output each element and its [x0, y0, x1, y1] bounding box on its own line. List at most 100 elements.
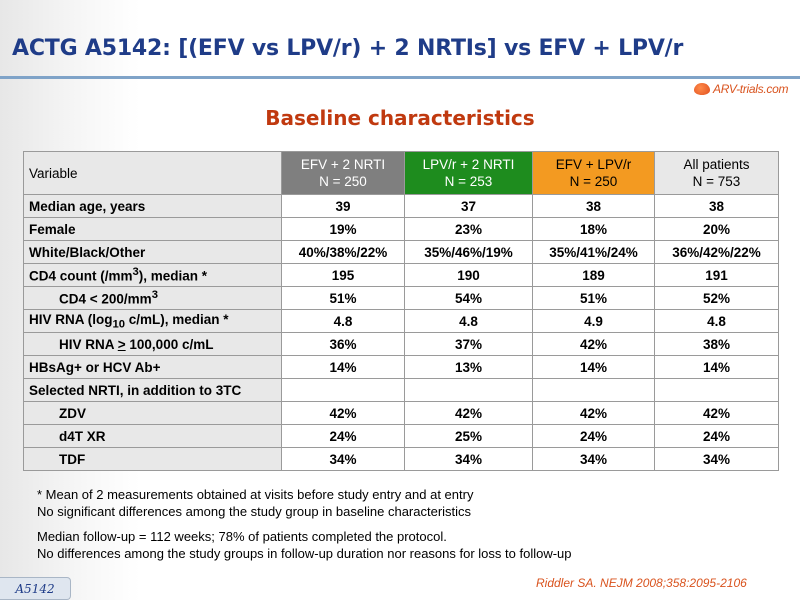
- table-cell: 19%: [281, 217, 405, 241]
- row-label-text-end: 100,000 c/mL: [125, 336, 214, 352]
- table-cell: 42%: [404, 401, 533, 425]
- row-label: White/Black/Other: [23, 240, 282, 264]
- column-n: N = 753: [692, 174, 741, 189]
- table-cell: [281, 378, 405, 402]
- table-cell: 42%: [281, 401, 405, 425]
- table-header-row: Variable EFV + 2 NRTI N = 250 LPV/r + 2 …: [23, 151, 779, 195]
- column-name: LPV/r + 2 NRTI: [422, 157, 515, 172]
- table-cell: 54%: [404, 286, 533, 310]
- table-cell: 36%/42%/22%: [654, 240, 779, 264]
- table-cell: 38%: [654, 332, 779, 356]
- footnote: No differences among the study groups in…: [37, 546, 572, 561]
- row-label-ge-symbol: >: [117, 336, 126, 352]
- table-cell: 34%: [404, 447, 533, 471]
- logo-text: ARV-trials.com: [713, 82, 789, 96]
- table-cell: 34%: [654, 447, 779, 471]
- variable-header: Variable: [23, 151, 282, 195]
- column-name: All patients: [683, 157, 750, 172]
- table-row: White/Black/Other 40%/38%/22% 35%/46%/19…: [23, 240, 779, 264]
- column-name: EFV + LPV/r: [555, 157, 632, 172]
- table-cell: [404, 378, 533, 402]
- table-cell: 24%: [654, 424, 779, 448]
- table-cell: 24%: [532, 424, 655, 448]
- column-header-efv-2nrti: EFV + 2 NRTI N = 250: [281, 151, 405, 195]
- table-row: TDF 34% 34% 34% 34%: [23, 447, 779, 471]
- table-cell: 191: [654, 263, 779, 287]
- row-label-text-end: c/mL), median *: [125, 311, 229, 327]
- row-label-text-end: ), median *: [138, 268, 208, 284]
- column-header-efv-lpvr: EFV + LPV/r N = 250: [532, 151, 655, 195]
- table-row: Median age, years 39 37 38 38: [23, 194, 779, 218]
- row-label: d4T XR: [23, 424, 282, 448]
- row-label-text: CD4 count (/mm: [29, 268, 133, 284]
- baseline-table: Variable EFV + 2 NRTI N = 250 LPV/r + 2 …: [23, 151, 779, 471]
- row-label-text: CD4 < 200/mm: [59, 291, 152, 307]
- title-divider: [0, 76, 800, 79]
- table-cell: 42%: [654, 401, 779, 425]
- table-row: HIV RNA > 100,000 c/mL 36% 37% 42% 38%: [23, 332, 779, 356]
- table-cell: 42%: [532, 332, 655, 356]
- table-row: Female 19% 23% 18% 20%: [23, 217, 779, 241]
- table-cell: 52%: [654, 286, 779, 310]
- table-row: Selected NRTI, in addition to 3TC: [23, 378, 779, 402]
- arv-trials-logo: ARV-trials.com: [694, 81, 788, 97]
- table-cell: 38: [532, 194, 655, 218]
- column-n: N = 250: [569, 174, 618, 189]
- row-label-subscript: 10: [112, 318, 126, 331]
- table-cell: 14%: [654, 355, 779, 379]
- footnote: Median follow-up = 112 weeks; 78% of pat…: [37, 529, 447, 544]
- table-cell: 36%: [281, 332, 405, 356]
- table-cell: 14%: [281, 355, 405, 379]
- row-label: TDF: [23, 447, 282, 471]
- footnotes: * Mean of 2 measurements obtained at vis…: [37, 486, 777, 562]
- table-cell: 14%: [532, 355, 655, 379]
- row-label-text: HIV RNA (log: [29, 311, 113, 327]
- table-cell: 42%: [532, 401, 655, 425]
- row-label: Median age, years: [23, 194, 282, 218]
- table-cell: 13%: [404, 355, 533, 379]
- table-cell: 40%/38%/22%: [281, 240, 405, 264]
- footnote: No significant differences among the stu…: [37, 504, 472, 519]
- table-cell: 35%/46%/19%: [404, 240, 533, 264]
- table-cell: 189: [532, 263, 655, 287]
- table-cell: 23%: [404, 217, 533, 241]
- table-cell: 38: [654, 194, 779, 218]
- row-label: HBsAg+ or HCV Ab+: [23, 355, 282, 379]
- row-label-superscript: 3: [132, 266, 139, 279]
- table-cell: 37%: [404, 332, 533, 356]
- table-cell: 51%: [281, 286, 405, 310]
- table-row: ZDV 42% 42% 42% 42%: [23, 401, 779, 425]
- table-row: CD4 count (/mm3), median * 195 190 189 1…: [23, 263, 779, 287]
- column-header-lpvr-2nrti: LPV/r + 2 NRTI N = 253: [404, 151, 533, 195]
- table-cell: 39: [281, 194, 405, 218]
- table-cell: 37: [404, 194, 533, 218]
- row-label: CD4 count (/mm3), median *: [23, 263, 282, 287]
- table-cell: 25%: [404, 424, 533, 448]
- column-name: EFV + 2 NRTI: [300, 157, 386, 172]
- column-header-all-patients: All patients N = 753: [654, 151, 779, 195]
- logo-mark-icon: [694, 83, 710, 95]
- column-n: N = 250: [319, 174, 367, 189]
- row-label: Female: [23, 217, 282, 241]
- table-cell: 51%: [532, 286, 655, 310]
- footnote: * Mean of 2 measurements obtained at vis…: [37, 487, 474, 502]
- table-cell: 4.9: [532, 309, 655, 333]
- table-cell: 18%: [532, 217, 655, 241]
- study-tag: A5142: [0, 577, 71, 600]
- table-cell: 195: [281, 263, 405, 287]
- row-label-text: HIV RNA: [59, 336, 118, 352]
- table-cell: 4.8: [654, 309, 779, 333]
- table-cell: 24%: [281, 424, 405, 448]
- slide-title: ACTG A5142: [(EFV vs LPV/r) + 2 NRTIs] v…: [12, 36, 684, 61]
- row-label: HIV RNA (log10 c/mL), median *: [23, 309, 282, 333]
- table-cell: 34%: [532, 447, 655, 471]
- table-cell: 34%: [281, 447, 405, 471]
- row-label: ZDV: [23, 401, 282, 425]
- table-row: HBsAg+ or HCV Ab+ 14% 13% 14% 14%: [23, 355, 779, 379]
- table-cell: 190: [404, 263, 533, 287]
- table-cell: 4.8: [281, 309, 405, 333]
- column-n: N = 253: [444, 174, 493, 189]
- row-label: Selected NRTI, in addition to 3TC: [23, 378, 282, 402]
- table-row: CD4 < 200/mm3 51% 54% 51% 52%: [23, 286, 779, 310]
- row-label: HIV RNA > 100,000 c/mL: [23, 332, 282, 356]
